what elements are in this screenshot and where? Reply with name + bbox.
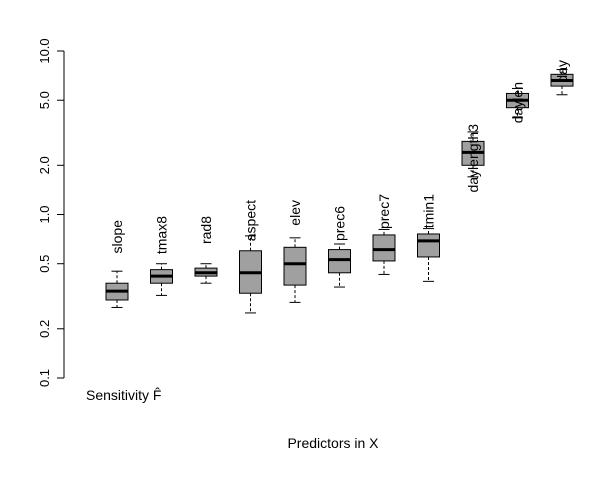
box-daylength3 xyxy=(461,131,485,178)
x-axis-title: Predictors in X xyxy=(287,435,379,451)
y-tick-label: 0.5 xyxy=(37,255,52,273)
category-label: day xyxy=(554,60,570,83)
y-tick-label: 5.0 xyxy=(37,91,52,109)
y-tick-label: 0.2 xyxy=(37,320,52,338)
category-label: prec6 xyxy=(332,206,348,241)
category-labels: slope tmax8 rad8 aspect elev prec6 prec7 tmin1 d… xyxy=(109,60,570,254)
box-tmax8 xyxy=(150,263,173,296)
box-elev xyxy=(283,237,307,303)
y-axis-title: Sensitivity F̂ xyxy=(86,387,161,403)
box-day xyxy=(550,69,574,96)
category-label: daylength3 xyxy=(465,124,481,193)
category-label: tmax8 xyxy=(154,216,170,254)
category-label: aspect xyxy=(243,200,259,241)
y-axis-title-text: Sensitivity F̂ xyxy=(86,387,161,403)
box-prec6 xyxy=(328,243,351,288)
category-label: tmin1 xyxy=(421,194,437,228)
y-axis: 0.1 0.2 0.5 1.0 2.0 5.0 10.0 xyxy=(37,38,65,387)
box-daylen xyxy=(506,87,529,119)
category-label: elev xyxy=(287,200,303,226)
box-iqr xyxy=(328,249,351,274)
box-slope xyxy=(105,270,129,308)
category-label: daylen xyxy=(510,82,526,123)
box-series xyxy=(105,69,574,314)
box-tmin1 xyxy=(417,228,440,282)
box-prec7 xyxy=(372,228,396,275)
box-aspect xyxy=(239,235,262,314)
category-label: rad8 xyxy=(198,216,214,244)
y-tick-label: 10.0 xyxy=(37,38,52,63)
box-iqr xyxy=(417,233,440,258)
box-iqr xyxy=(283,246,307,286)
category-label: slope xyxy=(109,220,125,254)
box-iqr xyxy=(372,234,396,262)
box-rad8 xyxy=(194,263,218,284)
y-tick-label: 2.0 xyxy=(37,156,52,174)
y-tick-label: 0.1 xyxy=(37,369,52,387)
category-label: prec7 xyxy=(376,194,392,229)
y-tick-label: 1.0 xyxy=(37,205,52,223)
